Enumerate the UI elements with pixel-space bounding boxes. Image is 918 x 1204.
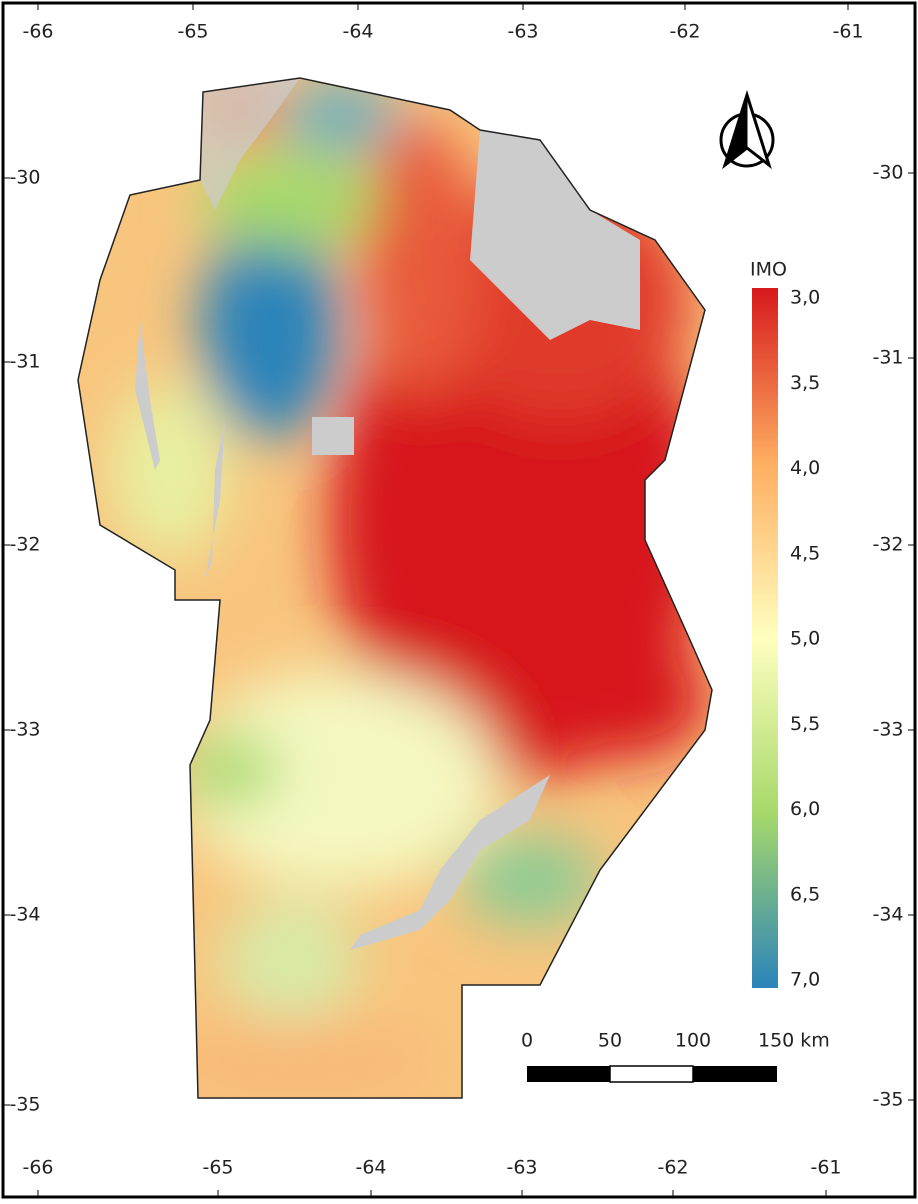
heatmap (78, 78, 712, 1098)
scale-segment (609, 1065, 694, 1083)
top-tick-label: -65 (177, 21, 208, 43)
legend-label: 3,5 (790, 372, 820, 394)
legend-label: 7,0 (790, 969, 820, 991)
right-tick-label: -30 (872, 162, 903, 184)
bottom-tick-label: -61 (810, 1157, 841, 1179)
left-tick-label: -31 (9, 351, 40, 373)
right-tick-label: -33 (872, 719, 903, 741)
bottom-tick-label: -64 (355, 1157, 386, 1179)
right-tick-label: -32 (872, 534, 903, 556)
legend-label: 3,0 (790, 287, 820, 309)
scale-segment (693, 1066, 777, 1082)
right-tick-label: -34 (872, 904, 903, 926)
top-tick-label: -62 (669, 21, 700, 43)
left-tick-label: -33 (9, 719, 40, 741)
province-outline (77, 77, 713, 1099)
top-tick-label: -66 (22, 21, 53, 43)
legend-colorbar (752, 288, 778, 988)
scale-label: 50 (598, 1030, 622, 1052)
legend-label: 4,0 (790, 457, 820, 479)
legend-label: 4,5 (790, 542, 820, 564)
left-tick-label: -34 (9, 904, 40, 926)
right-tick-label: -35 (872, 1089, 903, 1111)
scale-label: 0 (521, 1030, 533, 1052)
bottom-tick-label: -62 (657, 1157, 688, 1179)
top-tick-label: -64 (342, 21, 373, 43)
right-tick-label: -31 (872, 347, 903, 369)
left-tick-label: -35 (9, 1094, 40, 1116)
left-tick-label: -32 (9, 534, 40, 556)
top-tick-label: -61 (832, 21, 863, 43)
north-arrow (719, 89, 775, 170)
top-tick-label: -63 (507, 21, 538, 43)
scale-label: 150 km (758, 1030, 830, 1052)
legend-label: 6,5 (790, 883, 820, 905)
legend-label: 5,5 (790, 713, 820, 735)
bottom-tick-label: -66 (22, 1157, 53, 1179)
scale-label: 100 (675, 1030, 711, 1052)
bottom-tick-label: -63 (506, 1157, 537, 1179)
legend-title: IMO (750, 259, 787, 281)
bottom-tick-label: -65 (202, 1157, 233, 1179)
legend-label: 6,0 (790, 798, 820, 820)
legend-label: 5,0 (790, 628, 820, 650)
left-tick-label: -30 (9, 167, 40, 189)
scale-segment (527, 1066, 610, 1082)
